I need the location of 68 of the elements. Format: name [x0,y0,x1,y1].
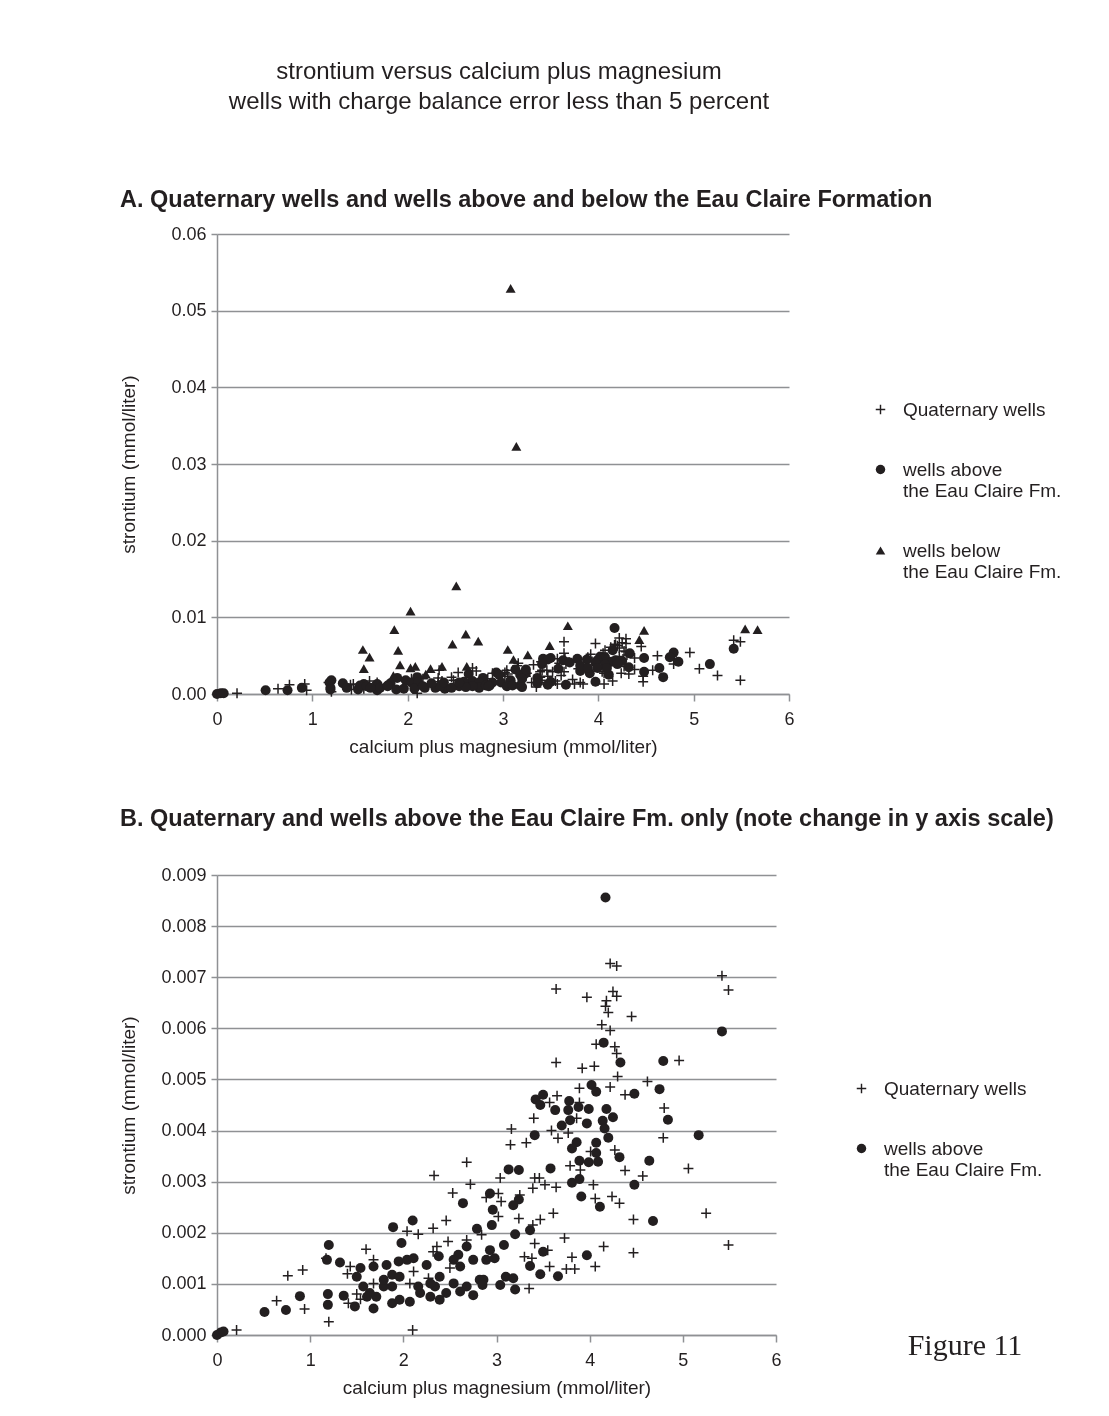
y-tick-label: 0.006 [161,1017,207,1038]
point [405,606,416,616]
point [544,641,555,651]
point [752,625,763,634]
x-tick-label: 0 [212,1349,223,1370]
point [562,621,573,631]
x-tick-label: 2 [403,708,414,729]
point [436,662,447,671]
legend-label: wells above the Eau Claire Fm. [883,1137,1043,1180]
text: wells with charge balance error less than 5 percent [227,87,771,114]
point [389,625,400,634]
text: strontium versus calcium plus magnesium [275,57,723,84]
legend-label: Quaternary wells [903,398,1046,420]
y-tick-label: 0.002 [161,1222,207,1243]
y-tick-label: 0.03 [171,453,207,474]
point [357,645,368,654]
point [393,645,404,655]
y-tick-label: 0.001 [161,1273,207,1294]
x-tick-label: 5 [689,708,700,729]
point [461,662,472,671]
x-tick-label: 6 [771,1349,782,1370]
point [639,626,650,635]
y-tick-label: 0.004 [161,1120,207,1141]
y-axis-title: strontium (mmol/liter) [117,1016,139,1195]
x-axis-title: calcium plus magnesium (mmol/liter) [342,1376,652,1398]
y-tick-label: 0.005 [161,1068,207,1089]
y-tick-label: 0.007 [161,966,207,987]
chart-title: A. Quaternary wells and wells above and below the Eau Claire Formation [120,185,933,212]
y-tick-label: 0.02 [171,530,207,551]
y-tick-label: 0.009 [161,864,207,885]
x-axis-title: calcium plus magnesium (mmol/liter) [349,735,658,757]
y-axis-title: strontium (mmol/liter) [117,375,139,554]
point [451,581,462,591]
x-tick-label: 4 [593,708,604,729]
point [473,636,484,646]
legend-label: Quaternary wells [884,1077,1027,1099]
x-tick-label: 3 [498,708,509,729]
y-tick-label: 0.05 [171,300,207,321]
y-tick-label: 0.00 [171,683,207,704]
point [634,635,645,644]
x-tick-label: 0 [212,708,223,729]
caption: Figure 11 [906,1328,1024,1361]
point [364,652,375,662]
y-tick-label: 0.04 [171,376,207,397]
x-tick-label: 5 [678,1349,689,1370]
point [505,284,516,293]
x-tick-label: 3 [491,1349,503,1370]
y-tick-label: 0.01 [171,606,207,627]
point [395,660,406,670]
y-tick-label: 0.000 [161,1324,207,1345]
y-tick-label: 0.008 [161,915,207,936]
legend-label: wells below the Eau Claire Fm. [902,539,1062,582]
y-tick-label: 0.003 [161,1171,207,1192]
x-tick-label: 4 [585,1349,596,1370]
point [740,624,751,634]
x-tick-label: 1 [305,1349,316,1370]
x-tick-label: 6 [784,708,795,729]
x-tick-label: 1 [307,708,318,729]
point [522,650,533,660]
point [425,664,436,674]
point [358,664,369,674]
x-tick-label: 2 [398,1349,409,1370]
y-tick-label: 0.06 [171,223,207,244]
point [460,629,471,639]
chart-title: B. Quaternary and wells above the Eau Claire Fm. only (note change in y axis scale) [120,804,1054,831]
point [502,645,513,654]
point [511,442,522,451]
legend-label: wells above the Eau Claire Fm. [902,458,1062,501]
